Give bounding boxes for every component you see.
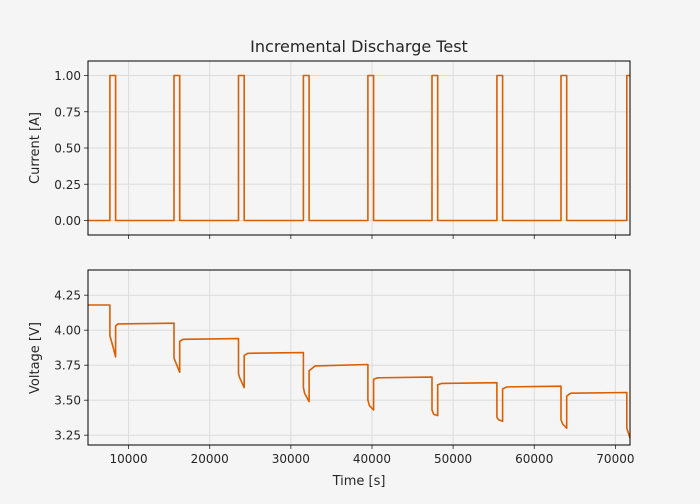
axes-frame xyxy=(87,269,631,446)
x-tick-label: 50000 xyxy=(434,452,472,466)
x-tick-label: 20000 xyxy=(191,452,229,466)
x-tick-label: 30000 xyxy=(272,452,310,466)
voltage-y-label: Voltage [V] xyxy=(28,322,43,394)
voltage-axes: 10000 20000 30000 40000 50000 60000 70000 3.25 3… xyxy=(54,269,634,466)
y-tick-label: 0.75 xyxy=(54,105,81,119)
y-tick-label: 0.50 xyxy=(54,142,81,156)
y-tick-label: 4.00 xyxy=(54,324,81,338)
y-tick-label: 0.25 xyxy=(54,178,81,192)
current-y-label: Current [A] xyxy=(28,112,43,184)
x-tick-label: 70000 xyxy=(596,452,634,466)
x-axis-label: Time [s] xyxy=(332,474,386,489)
y-tick-label: 1.00 xyxy=(54,69,81,83)
axes-frame xyxy=(87,60,631,236)
x-tick-label: 40000 xyxy=(353,452,391,466)
y-tick-label: 0.00 xyxy=(54,214,81,228)
current-series-line xyxy=(88,74,630,222)
y-tick-label: 3.75 xyxy=(54,359,81,373)
x-tick-label: 60000 xyxy=(515,452,553,466)
chart-title: Incremental Discharge Test xyxy=(250,37,468,56)
current-axes: 0.00 0.25 0.50 0.75 1.00 xyxy=(54,60,631,239)
x-tick-label: 10000 xyxy=(109,452,147,466)
y-tick-label: 4.25 xyxy=(54,289,81,303)
y-tick-label: 3.50 xyxy=(54,394,81,408)
voltage-series-line xyxy=(88,304,631,439)
y-tick-label: 3.25 xyxy=(54,429,81,443)
plot-area xyxy=(88,270,630,445)
